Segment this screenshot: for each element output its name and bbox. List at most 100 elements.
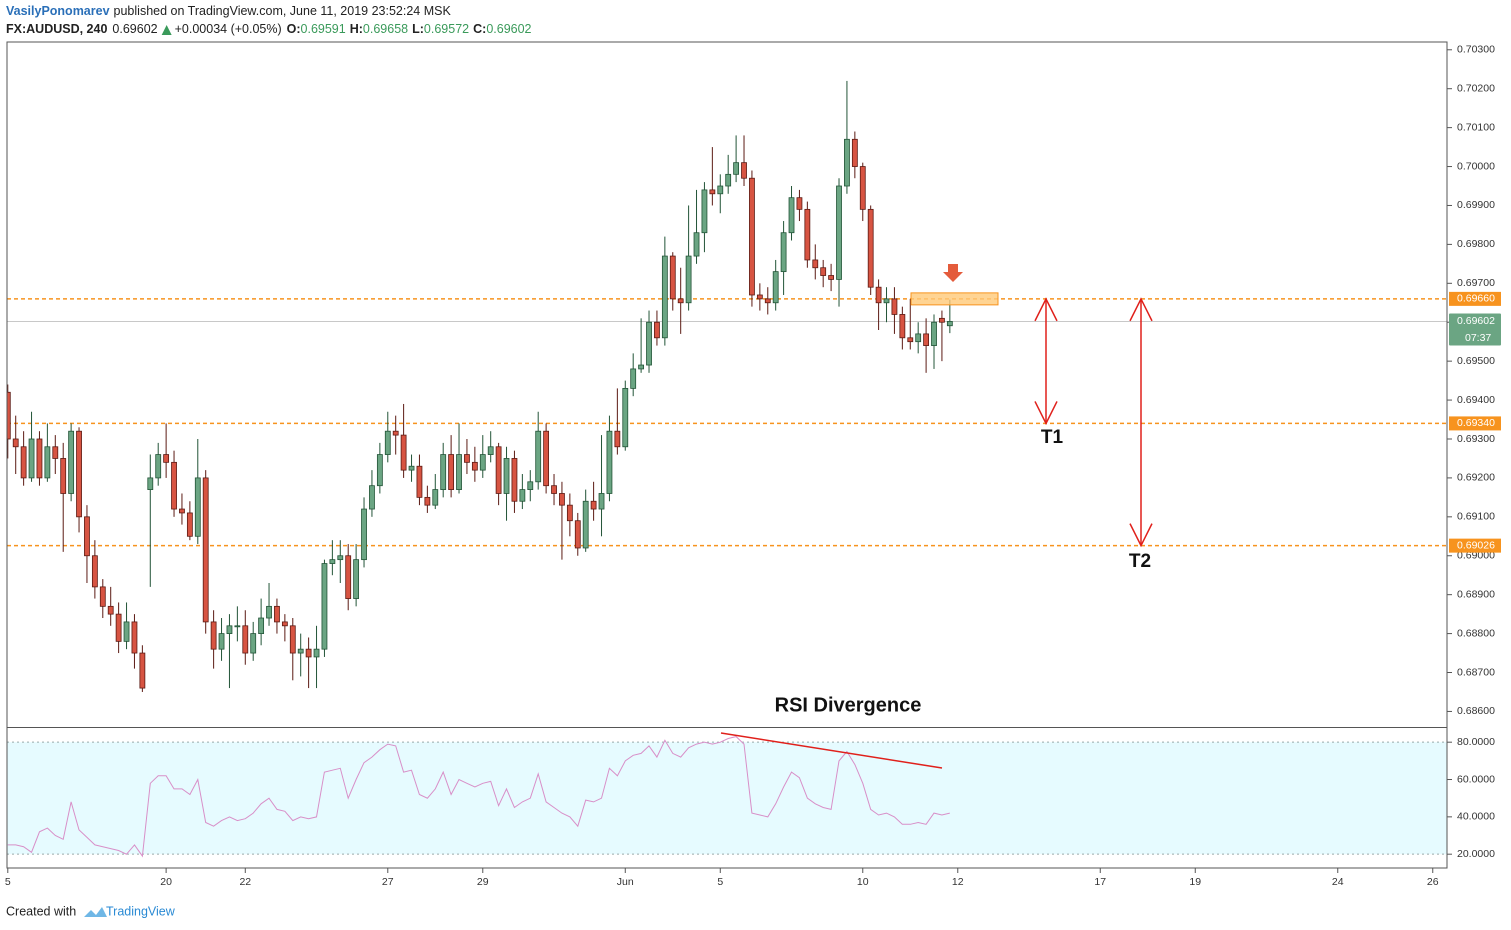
- candle-body: [266, 605, 272, 619]
- y-tick-label: 0.69300: [1457, 433, 1495, 445]
- price: 0.69602: [112, 22, 157, 36]
- candle-body: [163, 454, 170, 463]
- candle-body: [543, 430, 550, 487]
- candle-body: [891, 298, 898, 315]
- candle-body: [329, 559, 336, 564]
- x-tick-label: Jun: [617, 876, 634, 888]
- candle-body: [337, 555, 344, 561]
- x-tick-label: 17: [1094, 876, 1106, 888]
- candle-body: [638, 364, 645, 370]
- candle-body: [749, 177, 755, 296]
- candle-body: [756, 294, 763, 300]
- y-tick-label: 0.68600: [1457, 705, 1495, 717]
- candle-body: [424, 496, 431, 506]
- candle-body: [622, 387, 629, 448]
- candle-body: [68, 430, 75, 494]
- candle-body: [654, 321, 660, 339]
- candle-body: [875, 286, 882, 304]
- level-label-box: [1449, 538, 1501, 553]
- candle-body: [661, 255, 668, 339]
- candle-body: [527, 481, 534, 490]
- candle-body: [709, 189, 716, 195]
- candle-body: [883, 298, 890, 304]
- candle-body: [289, 625, 296, 654]
- candle-body: [361, 508, 367, 561]
- candle-body: [115, 613, 122, 642]
- candle-body: [60, 458, 67, 494]
- candle-body: [780, 232, 787, 273]
- candle-body: [582, 500, 589, 549]
- candle-body: [899, 314, 906, 339]
- candle-body: [614, 430, 621, 448]
- candle-body: [487, 446, 494, 455]
- y-tick-label: 0.70100: [1457, 121, 1495, 133]
- x-tick-label: 19: [1189, 876, 1201, 888]
- candle-body: [844, 138, 850, 187]
- candle-body: [313, 648, 320, 658]
- candle-body: [725, 173, 732, 187]
- y-tick-label: 0.70300: [1457, 44, 1495, 56]
- candle-body: [369, 485, 375, 510]
- candle-body: [297, 648, 304, 654]
- y-tick-label: 0.69500: [1457, 355, 1495, 367]
- y-tick-label: 0.69900: [1457, 199, 1495, 211]
- candle-body: [155, 454, 162, 479]
- candle-body: [210, 621, 217, 650]
- candle-body: [91, 555, 98, 588]
- rsi-line: [7, 736, 950, 858]
- candle-body: [931, 321, 937, 346]
- candle-body: [804, 208, 811, 261]
- c-label: C:: [473, 22, 486, 36]
- x-tick-label: 10: [857, 876, 869, 888]
- candle-body: [202, 477, 209, 623]
- candle-body: [733, 162, 740, 175]
- level-label: 0.69340: [1457, 417, 1495, 429]
- author: VasilyPonomarev: [6, 4, 110, 18]
- candle-body: [828, 275, 835, 280]
- candle-body: [741, 162, 747, 179]
- y-tick-label: 0.69400: [1457, 394, 1495, 406]
- plot-frame: [6, 41, 1448, 869]
- candle-body: [503, 458, 510, 494]
- candle-body: [392, 430, 399, 436]
- candle-body: [171, 461, 177, 510]
- candle-body: [28, 438, 35, 479]
- candle-body: [274, 605, 280, 623]
- candle-body: [305, 648, 312, 658]
- resistance-zone: [910, 292, 999, 306]
- candle-body: [464, 454, 470, 463]
- candle-body: [566, 504, 573, 522]
- candle-body: [281, 621, 288, 627]
- candle-body: [194, 477, 201, 537]
- candle-body: [479, 454, 486, 471]
- divergence-line: [720, 732, 943, 769]
- candle-body: [218, 633, 225, 650]
- candle-body: [788, 197, 795, 234]
- y-tick-label: 0.69700: [1457, 277, 1495, 289]
- c-value: 0.69602: [486, 22, 531, 36]
- y-tick-label: 0.70000: [1457, 160, 1495, 172]
- h-value: 0.69658: [363, 22, 408, 36]
- candle-body: [12, 438, 19, 448]
- candle-body: [353, 559, 360, 599]
- x-tick-label: 26: [1427, 876, 1439, 888]
- candle-body: [186, 512, 193, 537]
- x-tick-label: 24: [1332, 876, 1344, 888]
- candle-body: [551, 485, 557, 494]
- candle-body: [20, 446, 27, 479]
- candle-body: [646, 321, 652, 366]
- level-label: 0.69026: [1457, 539, 1495, 551]
- y-tick-label: 0.68700: [1457, 666, 1495, 678]
- candle-body: [36, 438, 43, 479]
- o-value: 0.69591: [301, 22, 346, 36]
- l-label: L:: [412, 22, 424, 36]
- level-label-box: [1449, 291, 1501, 306]
- candle-body: [139, 652, 146, 689]
- rsi-y-tick-label: 80.0000: [1457, 736, 1495, 748]
- candle-body: [764, 298, 771, 304]
- published: published on TradingView.com, June 11, 2…: [114, 4, 452, 18]
- candle-body: [701, 189, 708, 234]
- candle-body: [432, 489, 439, 506]
- candle-body: [495, 446, 502, 494]
